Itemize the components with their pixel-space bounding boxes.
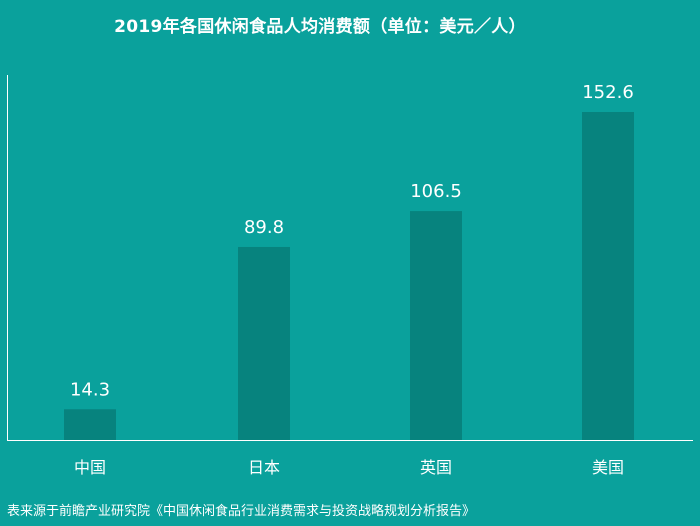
category-label-1: 日本	[248, 458, 280, 477]
bar-1	[238, 246, 290, 440]
value-label-2: 106.5	[410, 181, 462, 202]
value-label-0: 14.3	[70, 379, 110, 400]
bar-2	[410, 211, 462, 440]
bar-0	[64, 409, 116, 440]
category-label-0: 中国	[74, 458, 106, 477]
value-label-3: 152.6	[582, 82, 634, 103]
bars-layer	[64, 112, 634, 440]
category-label-3: 美国	[592, 458, 624, 477]
source-note: 表来源于前瞻产业研究院《中国休闲食品行业消费需求与投资战略规划分析报告》	[7, 504, 476, 519]
labels-layer: 14.3 中国 89.8 日本 106.5 英国 152.6 美国	[70, 82, 634, 477]
value-label-1: 89.8	[244, 217, 284, 238]
chart-title: 2019年各国休闲食品人均消费额（单位：美元／人）	[114, 17, 526, 37]
bar-3	[582, 112, 634, 440]
category-label-2: 英国	[420, 458, 452, 477]
